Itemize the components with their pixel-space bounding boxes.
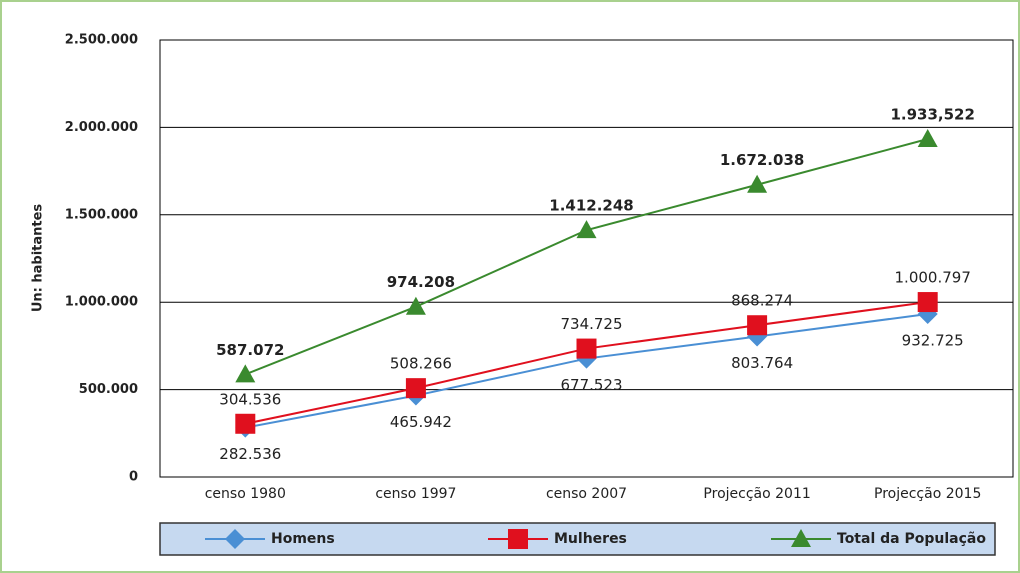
- data-label: 677.523: [560, 376, 622, 394]
- marker: [225, 529, 245, 549]
- legend-text: Mulheres: [554, 531, 627, 547]
- x-tick-label: Projecção 2011: [703, 486, 810, 502]
- data-label: 734.725: [560, 315, 622, 333]
- y-tick-label: 1.500.000: [65, 207, 138, 222]
- marker: [747, 174, 768, 193]
- x-tick-label: censo 2007: [546, 486, 627, 502]
- marker: [747, 315, 768, 336]
- y-axis-label: Un: habitantes: [31, 204, 46, 313]
- y-tick-label: 0: [129, 470, 138, 485]
- x-tick-label: censo 1980: [205, 486, 286, 502]
- marker: [576, 338, 597, 359]
- marker: [405, 378, 426, 399]
- legend-text: Total da População: [837, 531, 986, 547]
- marker: [405, 296, 426, 315]
- y-tick-label: 2.000.000: [65, 120, 138, 135]
- marker: [235, 413, 256, 434]
- data-label: 1.672.038: [720, 151, 804, 169]
- marker: [576, 220, 597, 239]
- data-label: 1.412.248: [549, 197, 633, 215]
- marker: [791, 529, 811, 547]
- y-tick-label: 2.500.000: [65, 33, 138, 48]
- data-label: 974.208: [387, 273, 455, 291]
- x-tick-label: censo 1997: [375, 486, 456, 502]
- x-tick-label: Projecção 2015: [874, 486, 981, 502]
- legend-box: [159, 522, 996, 556]
- data-label: 1.000.797: [895, 269, 971, 287]
- marker: [508, 529, 528, 549]
- marker: [235, 364, 256, 383]
- data-label: 282.536: [219, 445, 281, 463]
- data-label: 465.942: [390, 413, 452, 431]
- y-tick-label: 500.000: [79, 382, 138, 397]
- data-label: 868.274: [731, 292, 793, 310]
- marker: [917, 129, 938, 148]
- data-label: 803.764: [731, 354, 793, 372]
- data-label: 932.725: [902, 331, 964, 349]
- marker: [917, 292, 938, 313]
- data-label: 304.536: [219, 390, 281, 408]
- data-label: 1.933,522: [890, 106, 974, 124]
- plot-area: [159, 39, 1014, 478]
- data-label: 508.266: [390, 355, 452, 373]
- data-label: 587.072: [216, 341, 284, 359]
- y-tick-label: 1.000.000: [65, 295, 138, 310]
- legend-text: Homens: [271, 531, 335, 547]
